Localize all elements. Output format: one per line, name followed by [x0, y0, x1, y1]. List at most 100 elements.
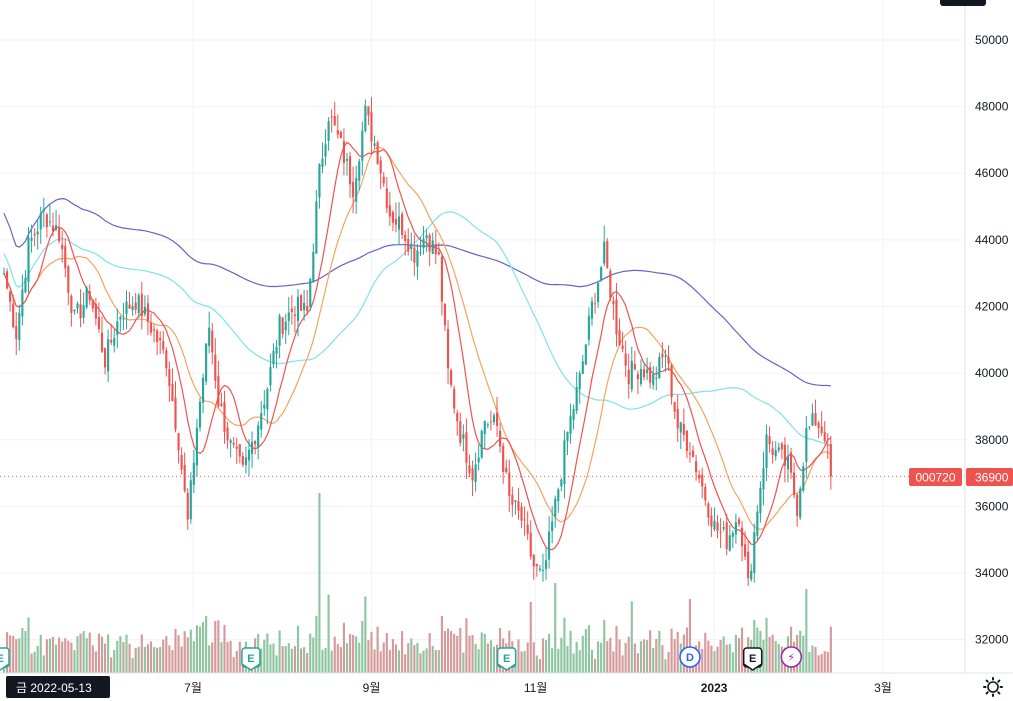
candle-body[interactable] [652, 374, 655, 385]
candle-body[interactable] [103, 348, 107, 368]
candle-body[interactable] [61, 244, 64, 250]
candle-body[interactable] [128, 304, 131, 309]
candle-body[interactable] [327, 121, 330, 141]
candle-body[interactable] [91, 299, 94, 309]
candle-body[interactable] [217, 376, 220, 406]
candle-body[interactable] [799, 488, 802, 518]
candle-body[interactable] [67, 266, 70, 293]
candle-body[interactable] [560, 479, 563, 487]
candle-body[interactable] [391, 211, 394, 223]
candle-body[interactable] [646, 369, 649, 373]
candle-body[interactable] [826, 444, 829, 446]
candle-body[interactable] [205, 343, 208, 382]
candle-body[interactable] [287, 312, 290, 322]
candle-body[interactable] [318, 164, 321, 198]
settings-gear-icon[interactable] [983, 677, 1003, 697]
candle-body[interactable] [597, 282, 600, 303]
candle-body[interactable] [578, 373, 581, 390]
candle-body[interactable] [428, 235, 431, 252]
candle-body[interactable] [48, 221, 52, 223]
candle-body[interactable] [152, 329, 156, 331]
candle-body[interactable] [722, 527, 725, 529]
candle-body[interactable] [73, 309, 76, 312]
candle-body[interactable] [575, 387, 578, 411]
candle-body[interactable] [557, 489, 560, 502]
candle-body[interactable] [642, 369, 646, 378]
candle-body[interactable] [358, 161, 361, 181]
candle-body[interactable] [459, 421, 462, 443]
candle-body[interactable] [367, 106, 370, 116]
candle-body[interactable] [9, 291, 12, 302]
price-axis[interactable]: 32000 34000 36000 38000 40000 42000 44000 46000… [975, 33, 1009, 647]
candle-body[interactable] [260, 413, 263, 430]
candle-body[interactable] [186, 492, 189, 520]
candle-body[interactable] [661, 353, 664, 358]
price-candles[interactable] [2, 97, 832, 587]
candle-body[interactable] [223, 401, 226, 432]
candle-body[interactable] [382, 176, 385, 184]
candle-body[interactable] [456, 412, 459, 422]
candle-body[interactable] [361, 130, 364, 161]
candle-body[interactable] [97, 317, 101, 330]
candle-body[interactable] [18, 312, 21, 341]
candle-body[interactable] [58, 228, 61, 242]
candle-body[interactable] [355, 178, 358, 202]
candle-body[interactable] [33, 234, 36, 236]
candle-body[interactable] [793, 472, 796, 496]
event-markers[interactable]: E E E D E ⚡ [0, 646, 803, 671]
candle-body[interactable] [171, 383, 174, 401]
candle-body[interactable] [272, 350, 275, 365]
candle-body[interactable] [495, 412, 499, 426]
candle-body[interactable] [183, 465, 186, 492]
candle-body[interactable] [636, 374, 639, 379]
candle-body[interactable] [658, 356, 661, 379]
candle-body[interactable] [220, 403, 223, 406]
candle-body[interactable] [413, 247, 416, 263]
candle-body[interactable] [489, 421, 492, 423]
candle-body[interactable] [419, 252, 422, 254]
candle-body[interactable] [247, 449, 251, 461]
event-marker-E[interactable]: E [241, 647, 261, 671]
candle-body[interactable] [725, 522, 728, 549]
candle-body[interactable] [278, 315, 281, 346]
candle-body[interactable] [492, 415, 496, 423]
candle-body[interactable] [630, 360, 633, 390]
candle-body[interactable] [756, 511, 759, 536]
candle-body[interactable] [762, 468, 765, 490]
candle-body[interactable] [333, 115, 336, 126]
candle-body[interactable] [42, 209, 45, 212]
candle-body[interactable] [339, 131, 342, 138]
candle-body[interactable] [704, 487, 707, 501]
candle-body[interactable] [201, 377, 205, 403]
candle-body[interactable] [373, 143, 376, 146]
candle-body[interactable] [676, 408, 679, 429]
candle-body[interactable] [688, 453, 692, 455]
candle-body[interactable] [440, 256, 443, 302]
candle-body[interactable] [554, 498, 557, 517]
candle-body[interactable] [789, 452, 793, 473]
candle-body[interactable] [566, 431, 569, 442]
candle-body[interactable] [612, 301, 615, 305]
candle-body[interactable] [768, 436, 771, 445]
candle-body[interactable] [107, 339, 110, 372]
candle-body[interactable] [94, 303, 97, 319]
candle-body[interactable] [394, 218, 398, 225]
candle-body[interactable] [569, 416, 572, 434]
event-marker-E[interactable]: E [742, 647, 763, 671]
candle-body[interactable] [618, 330, 621, 346]
candle-body[interactable] [465, 432, 468, 463]
candle-body[interactable] [477, 457, 480, 463]
candle-body[interactable] [462, 434, 465, 439]
candle-body[interactable] [324, 144, 327, 157]
candle-body[interactable] [309, 278, 312, 308]
candle-body[interactable] [698, 474, 701, 479]
candle-body[interactable] [290, 308, 293, 312]
candle-body[interactable] [716, 522, 719, 531]
candle-body[interactable] [511, 494, 514, 505]
candle-body[interactable] [315, 201, 318, 254]
candle-body[interactable] [572, 408, 575, 420]
candle-body[interactable] [474, 464, 477, 483]
candle-body[interactable] [563, 440, 566, 485]
candle-body[interactable] [820, 426, 823, 433]
candle-body[interactable] [538, 568, 541, 570]
